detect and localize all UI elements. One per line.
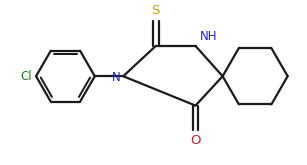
Text: Cl: Cl [21,70,33,83]
Text: N: N [112,71,121,84]
Text: S: S [152,4,160,17]
Text: O: O [190,134,201,148]
Text: NH: NH [200,30,218,43]
